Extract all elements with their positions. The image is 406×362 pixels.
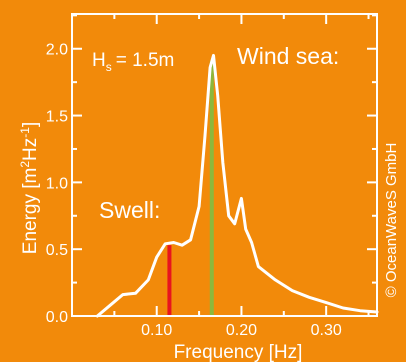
x-tick-label: 0.30 — [311, 322, 342, 339]
y-tick-label: 1.5 — [46, 109, 68, 126]
x-tick-label: 0.10 — [141, 322, 172, 339]
y-tick-label: 1.0 — [46, 175, 68, 192]
y-tick-label: 0.0 — [46, 309, 68, 326]
tick-labels: 0.10 0.20 0.30 0.0 0.5 1.0 1.5 2.0 — [46, 42, 342, 339]
wind-sea-label: Wind sea: — [237, 43, 339, 69]
y-tick-label: 2.0 — [46, 42, 68, 59]
y-axis-label: Energy [m2Hz-1] — [18, 122, 41, 254]
x-axis-label: Frequency [Hz] — [174, 342, 303, 362]
plot-frame — [71, 13, 378, 317]
spectrum-line — [95, 53, 379, 318]
x-tick-label: 0.20 — [226, 322, 257, 339]
significant-wave-height-label: Hs = 1.5m — [92, 50, 174, 74]
swell-label: Swell: — [99, 197, 160, 223]
frequency-markers — [167, 60, 214, 316]
y-tick-label: 0.5 — [46, 242, 68, 259]
copyright-notice: © OceanWaveS GmbH — [383, 143, 400, 298]
